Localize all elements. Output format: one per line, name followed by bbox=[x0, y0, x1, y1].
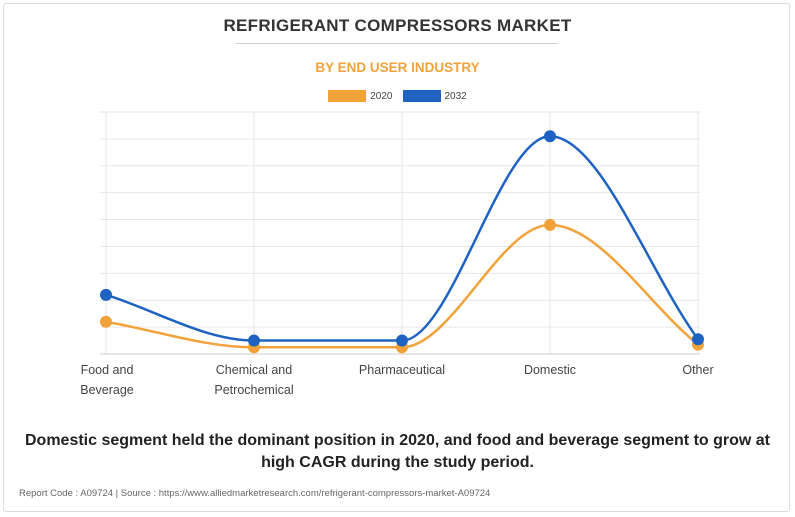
x-tick-label: Food and Beverage bbox=[80, 363, 134, 397]
legend-item-2032[interactable]: 2032 bbox=[402, 90, 467, 102]
line-chart bbox=[100, 111, 704, 355]
legend-swatch-2020 bbox=[328, 90, 367, 102]
chart-title: REFRIGERANT COMPRESSORS MARKET bbox=[223, 16, 572, 35]
data-point-2020-0 bbox=[100, 315, 112, 328]
x-tick-label: Pharmaceutical bbox=[358, 363, 446, 377]
data-point-2032-2 bbox=[396, 334, 408, 347]
legend-item-2020[interactable]: 2020 bbox=[328, 90, 393, 102]
x-tick-label: Other bbox=[682, 363, 714, 377]
x-tick-label: Domestic bbox=[523, 363, 577, 377]
data-point-2032-0 bbox=[100, 288, 112, 301]
source-footer: Report Code : A09724 | Source : https://… bbox=[19, 488, 491, 499]
series-line-2032 bbox=[105, 134, 700, 342]
chart-caption: Domestic segment held the dominant posit… bbox=[25, 432, 770, 471]
legend-label-2020: 2020 bbox=[370, 90, 393, 102]
series-line-2020 bbox=[105, 223, 699, 349]
data-point-2032-3 bbox=[544, 130, 556, 143]
chart-legend: 2020 2032 bbox=[0, 90, 795, 102]
data-point-2032-1 bbox=[248, 334, 260, 347]
x-tick-label: Chemical and Petrochemical bbox=[214, 363, 294, 397]
legend-swatch-2032 bbox=[402, 90, 441, 102]
chart-frame bbox=[3, 3, 790, 512]
data-point-2032-4 bbox=[692, 333, 704, 346]
data-point-2020-3 bbox=[544, 218, 556, 231]
title-divider bbox=[236, 43, 558, 44]
legend-label-2032: 2032 bbox=[444, 90, 467, 102]
chart-subtitle: BY END USER INDUSTRY bbox=[315, 60, 480, 75]
